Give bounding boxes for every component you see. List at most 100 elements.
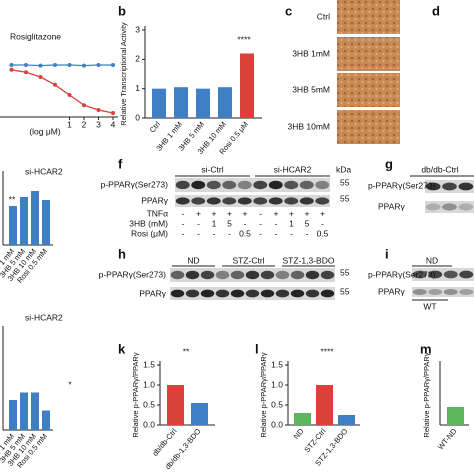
- y-tick-label: 1: [135, 83, 140, 93]
- blot-band: [200, 289, 215, 298]
- blot-band: [245, 270, 260, 280]
- panel-letter: g: [385, 156, 393, 171]
- group-label: ND: [187, 255, 199, 265]
- blot-band: [275, 289, 290, 298]
- row-cell: -: [259, 218, 262, 228]
- blot-band: [290, 270, 305, 280]
- x-tick-label: ND: [292, 426, 306, 441]
- blot-band: [305, 270, 320, 280]
- image-label: 3HB 10mM: [287, 121, 330, 131]
- blot-band: [175, 197, 190, 205]
- data-point: [53, 82, 57, 87]
- blot-band: [191, 180, 206, 190]
- blot-band: [425, 203, 441, 211]
- blot-band: [222, 180, 237, 190]
- blot-band: [275, 270, 290, 280]
- row-cell: -: [259, 228, 262, 238]
- marker-label: 55: [340, 177, 350, 187]
- marker-label: 55: [340, 193, 350, 203]
- row-cell: -: [182, 208, 185, 218]
- blot-band: [222, 197, 237, 205]
- blot-band: [206, 197, 221, 205]
- row-cell: 5: [227, 218, 232, 228]
- blot-band: [237, 180, 252, 190]
- bar: [9, 400, 17, 430]
- row-cell: 1: [289, 218, 294, 228]
- bar: [218, 87, 232, 118]
- data-point: [67, 63, 72, 67]
- chart-title: si-HCAR2: [25, 166, 63, 176]
- row-cell: -: [321, 218, 324, 228]
- x-tick-label: 4: [111, 119, 116, 129]
- x-tick-label: 1: [67, 119, 72, 129]
- band-label: PPARγ: [139, 288, 167, 298]
- row-cell: +: [320, 208, 325, 218]
- row-cell: 5: [305, 218, 310, 228]
- panel-letter: f: [118, 156, 123, 171]
- x-tick-label: 2: [82, 119, 87, 129]
- panel-letter: c: [285, 3, 292, 18]
- blot-band: [206, 180, 221, 190]
- marker-label: 55: [340, 286, 350, 296]
- y-tick-label: 0.5: [143, 399, 155, 409]
- panel-letter: d: [432, 3, 440, 18]
- bar: [31, 392, 39, 430]
- blot-band: [320, 270, 335, 280]
- series-line: [11, 64, 113, 67]
- row-cell: -: [182, 228, 185, 238]
- kda-label: kDa: [336, 164, 351, 174]
- row-label: Rosi (μM): [131, 228, 168, 238]
- bar: [167, 385, 184, 425]
- bar: [20, 392, 28, 430]
- bar: [9, 206, 17, 245]
- data-point: [67, 93, 72, 97]
- y-tick-label: 1.5: [143, 359, 155, 369]
- band-label: p-PPARγ(Ser273): [368, 269, 436, 279]
- panel-letter: b: [118, 3, 126, 18]
- blot-band: [191, 197, 206, 205]
- significance: *: [68, 379, 72, 389]
- y-tick-label: 2: [135, 54, 140, 64]
- row-cell: 0.5: [317, 228, 329, 238]
- y-axis-label: Relative p-PPARγ/PPARγ: [131, 352, 140, 437]
- row-cell: -: [244, 218, 247, 228]
- blot-band: [230, 289, 245, 298]
- row-cell: +: [305, 208, 310, 218]
- bar: [338, 415, 355, 425]
- x-tick-label: WT-ND: [436, 426, 459, 451]
- row-cell: +: [212, 208, 217, 218]
- data-point: [82, 103, 86, 108]
- panel-letter: m: [420, 341, 432, 356]
- blot-band: [170, 289, 185, 298]
- chart-title: si-HCAR2: [25, 312, 63, 322]
- image-label: 3HB 1mM: [292, 48, 330, 58]
- bar: [42, 410, 50, 430]
- y-tick-label: 0.0: [143, 419, 155, 429]
- group-label: db/db-Ctrl: [421, 164, 458, 174]
- bar: [240, 53, 254, 118]
- bar: [31, 191, 39, 245]
- band-label: p-PPARγ(Ser273): [368, 180, 436, 190]
- data-point: [24, 70, 28, 75]
- blot-band: [237, 197, 252, 205]
- significance: **: [9, 194, 16, 204]
- bar: [20, 197, 28, 245]
- panel-letter: i: [385, 246, 389, 261]
- row-cell: +: [196, 208, 201, 218]
- genotype-label: WT: [423, 301, 436, 311]
- data-point: [111, 111, 115, 115]
- data-point: [24, 63, 28, 67]
- tissue-image: [337, 0, 400, 34]
- blot-band: [215, 270, 230, 280]
- row-cell: 0.5: [239, 228, 251, 238]
- blot-band: [215, 289, 230, 298]
- bar: [191, 403, 208, 425]
- tissue-image: [337, 73, 400, 107]
- significance: ****: [237, 34, 251, 44]
- blot-band: [170, 270, 185, 280]
- blot-band: [175, 180, 190, 190]
- blot-band: [428, 270, 443, 279]
- blot-band: [305, 289, 320, 298]
- row-cell: -: [306, 228, 309, 238]
